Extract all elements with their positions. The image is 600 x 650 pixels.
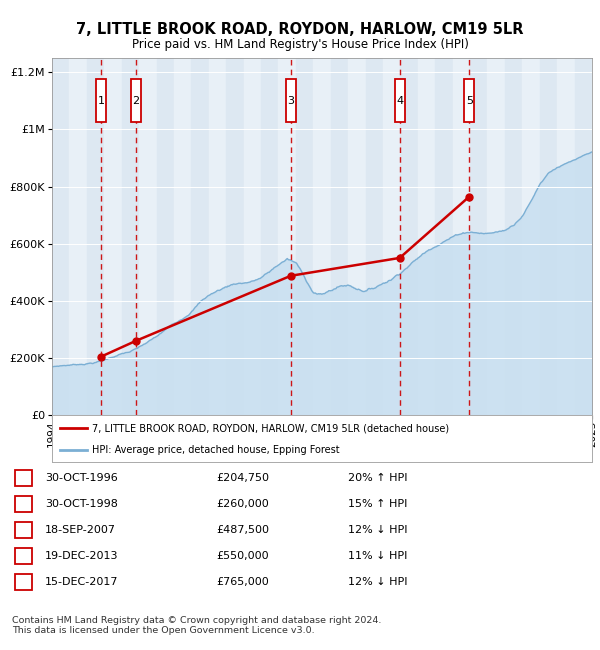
Bar [575,58,592,415]
Text: 1: 1 [98,96,105,106]
FancyBboxPatch shape [131,79,141,122]
Text: 20% ↑ HPI: 20% ↑ HPI [348,473,407,483]
Bar [383,58,400,415]
Bar [209,58,226,415]
Bar [52,58,70,415]
Bar [313,58,331,415]
Text: Price paid vs. HM Land Registry's House Price Index (HPI): Price paid vs. HM Land Registry's House … [131,38,469,51]
Bar [104,58,122,415]
Text: 4: 4 [396,96,403,106]
Text: 5: 5 [20,577,27,587]
FancyBboxPatch shape [97,79,106,122]
Text: 19-DEC-2013: 19-DEC-2013 [45,551,119,561]
Text: 11% ↓ HPI: 11% ↓ HPI [348,551,407,561]
Text: 18-SEP-2007: 18-SEP-2007 [45,525,116,535]
Text: £204,750: £204,750 [216,473,269,483]
Text: 30-OCT-1996: 30-OCT-1996 [45,473,118,483]
Bar [418,58,435,415]
Text: 3: 3 [20,525,27,535]
Text: 7, LITTLE BROOK ROAD, ROYDON, HARLOW, CM19 5LR (detached house): 7, LITTLE BROOK ROAD, ROYDON, HARLOW, CM… [92,423,449,433]
Bar [278,58,296,415]
Text: 2: 2 [20,499,27,509]
Bar [557,58,575,415]
Bar [523,58,540,415]
Bar [470,58,487,415]
FancyBboxPatch shape [286,79,296,122]
Bar [244,58,261,415]
Bar [365,58,383,415]
Bar [70,58,87,415]
FancyBboxPatch shape [15,495,32,512]
FancyBboxPatch shape [395,79,404,122]
Text: 30-OCT-1998: 30-OCT-1998 [45,499,118,509]
Text: £487,500: £487,500 [216,525,269,535]
FancyBboxPatch shape [15,521,32,538]
Bar [226,58,244,415]
Bar [540,58,557,415]
Bar [122,58,139,415]
Text: HPI: Average price, detached house, Epping Forest: HPI: Average price, detached house, Eppi… [92,445,340,455]
FancyBboxPatch shape [15,573,32,590]
FancyBboxPatch shape [464,79,474,122]
FancyBboxPatch shape [15,547,32,564]
Bar [400,58,418,415]
Bar [487,58,505,415]
Bar [452,58,470,415]
Text: 12% ↓ HPI: 12% ↓ HPI [348,525,407,535]
Bar [296,58,313,415]
Text: 7, LITTLE BROOK ROAD, ROYDON, HARLOW, CM19 5LR: 7, LITTLE BROOK ROAD, ROYDON, HARLOW, CM… [76,22,524,37]
Text: 1: 1 [20,473,27,483]
Bar [505,58,523,415]
FancyBboxPatch shape [15,469,32,486]
Text: 12% ↓ HPI: 12% ↓ HPI [348,577,407,587]
Text: 15-DEC-2017: 15-DEC-2017 [45,577,119,587]
Bar [435,58,452,415]
Bar [191,58,209,415]
Text: 2: 2 [133,96,140,106]
Text: Contains HM Land Registry data © Crown copyright and database right 2024.
This d: Contains HM Land Registry data © Crown c… [12,616,382,635]
Bar [157,58,174,415]
Text: 5: 5 [466,96,473,106]
Bar [87,58,104,415]
Bar [139,58,157,415]
Bar [331,58,348,415]
Text: £765,000: £765,000 [216,577,269,587]
Bar [174,58,191,415]
Bar [348,58,365,415]
Text: 3: 3 [287,96,295,106]
Bar [261,58,278,415]
Text: £260,000: £260,000 [216,499,269,509]
Text: 4: 4 [20,551,27,561]
Bar [592,58,600,415]
Text: 15% ↑ HPI: 15% ↑ HPI [348,499,407,509]
Text: £550,000: £550,000 [216,551,269,561]
